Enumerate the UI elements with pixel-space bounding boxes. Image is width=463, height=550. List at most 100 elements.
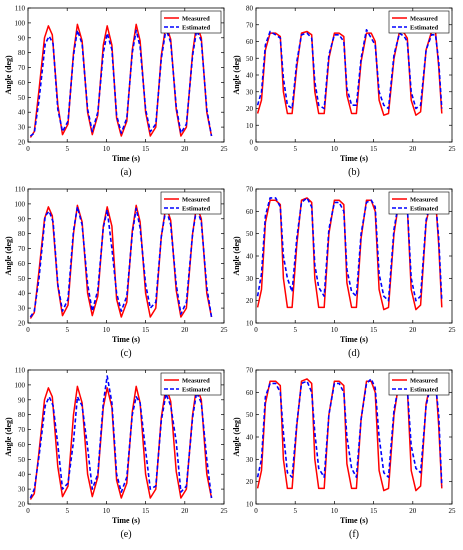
x-tick-label: 20 [409,145,417,153]
legend: Measured Estimated [160,10,222,34]
y-tick-label: 70 [18,426,26,434]
y-tick-label: 30 [18,305,26,313]
series-line-measured [256,378,443,492]
panel-label: (b) [348,167,360,178]
x-tick-label: 15 [142,145,150,153]
y-tick-label: 80 [18,230,26,238]
legend: Measured Estimated [388,10,450,34]
x-tick-label: 20 [181,507,189,515]
x-tick-label: 0 [254,507,258,515]
y-tick-label: 80 [18,49,26,57]
y-tick-label: 40 [18,109,26,117]
y-tick-label: 30 [246,88,254,96]
y-tick-label: 100 [15,381,26,389]
legend: Measured Estimated [160,191,222,215]
y-tick-label: 50 [18,275,26,283]
legend-label-measured: Measured [182,16,210,23]
x-axis-label: Time (s) [340,335,368,344]
y-tick-label: 20 [18,139,26,147]
y-tick-label: 90 [18,215,26,223]
y-tick-label: 40 [246,253,254,261]
y-tick-label: 40 [246,434,254,442]
series-line-measured [256,197,443,311]
y-tick-label: 70 [18,64,26,72]
y-tick-label: 60 [246,208,254,216]
y-axis-label: Angle (deg) [232,417,241,457]
x-tick-label: 0 [26,145,30,153]
y-tick-label: 50 [246,230,254,238]
y-tick-label: 10 [246,122,254,130]
y-axis-label: Angle (deg) [232,55,241,95]
y-tick-label: 30 [18,124,26,132]
x-tick-label: 10 [103,507,111,515]
y-tick-label: 50 [246,411,254,419]
y-tick-label: 90 [18,34,26,42]
x-tick-label: 0 [254,145,258,153]
chart-panel-2: 0 5 10 15 20 25 0 10 20 30 40 50 60 70 80 Time (s) Angle… [232,5,456,179]
y-tick-label: 30 [246,275,254,283]
x-tick-label: 5 [65,507,69,515]
legend: Measured Estimated [388,372,450,396]
y-tick-label: 40 [18,471,26,479]
panel-label: (a) [120,167,131,178]
y-tick-label: 10 [246,501,254,509]
legend-label-measured: Measured [410,16,438,23]
y-axis-label: Angle (deg) [4,417,13,457]
y-axis-label: Angle (deg) [4,236,13,276]
x-tick-label: 5 [293,507,297,515]
y-tick-label: 110 [15,186,26,194]
y-tick-label: 20 [246,105,254,113]
legend-label-estimated: Estimated [410,25,439,32]
y-tick-label: 70 [246,21,254,29]
x-tick-label: 20 [409,326,417,334]
series-line-estimated [256,28,443,110]
y-tick-label: 50 [18,94,26,102]
x-tick-label: 25 [449,507,457,515]
x-tick-label: 25 [449,326,457,334]
chart-panel-6: 0 5 10 15 20 25 10 20 30 40 50 60 70 Time (s) Angle (d… [232,367,456,541]
x-tick-label: 5 [293,145,297,153]
y-tick-label: 90 [18,396,26,404]
series-line-estimated [29,375,213,499]
series-line-estimated [256,197,443,302]
legend: Measured Estimated [160,372,222,396]
legend-label-estimated: Estimated [410,387,439,394]
x-tick-label: 5 [293,326,297,334]
x-tick-label: 25 [221,326,229,334]
x-tick-label: 25 [221,145,229,153]
panel-label: (c) [120,348,131,359]
x-tick-label: 10 [331,326,339,334]
y-tick-label: 50 [246,55,254,63]
panel-label: (e) [120,529,131,540]
y-tick-label: 100 [15,19,26,27]
series-line-measured [256,30,443,116]
panel-label: (d) [348,348,360,359]
x-tick-label: 0 [26,326,30,334]
y-tick-label: 80 [18,411,26,419]
x-tick-label: 15 [370,507,378,515]
y-axis-label: Angle (deg) [4,55,13,95]
y-tick-label: 60 [246,38,254,46]
x-tick-label: 25 [221,507,229,515]
x-tick-label: 20 [181,326,189,334]
legend-label-estimated: Estimated [182,25,211,32]
x-tick-label: 15 [370,145,378,153]
x-axis-label: Time (s) [112,154,140,163]
y-tick-label: 60 [18,79,26,87]
y-tick-label: 20 [246,297,254,305]
chart-panel-4: 0 5 10 15 20 25 10 20 30 40 50 60 70 Time (s) Angle (d… [232,186,456,360]
y-tick-label: 30 [18,486,26,494]
y-tick-label: 60 [18,441,26,449]
y-tick-label: 80 [246,5,254,13]
y-axis-label: Angle (deg) [232,236,241,276]
x-tick-label: 15 [142,326,150,334]
legend-label-measured: Measured [182,197,210,204]
legend-label-measured: Measured [410,197,438,204]
y-tick-label: 20 [246,478,254,486]
y-tick-label: 100 [15,200,26,208]
x-tick-label: 20 [181,145,189,153]
x-tick-label: 0 [26,507,30,515]
x-axis-label: Time (s) [112,335,140,344]
x-tick-label: 15 [142,507,150,515]
y-tick-label: 40 [18,290,26,298]
